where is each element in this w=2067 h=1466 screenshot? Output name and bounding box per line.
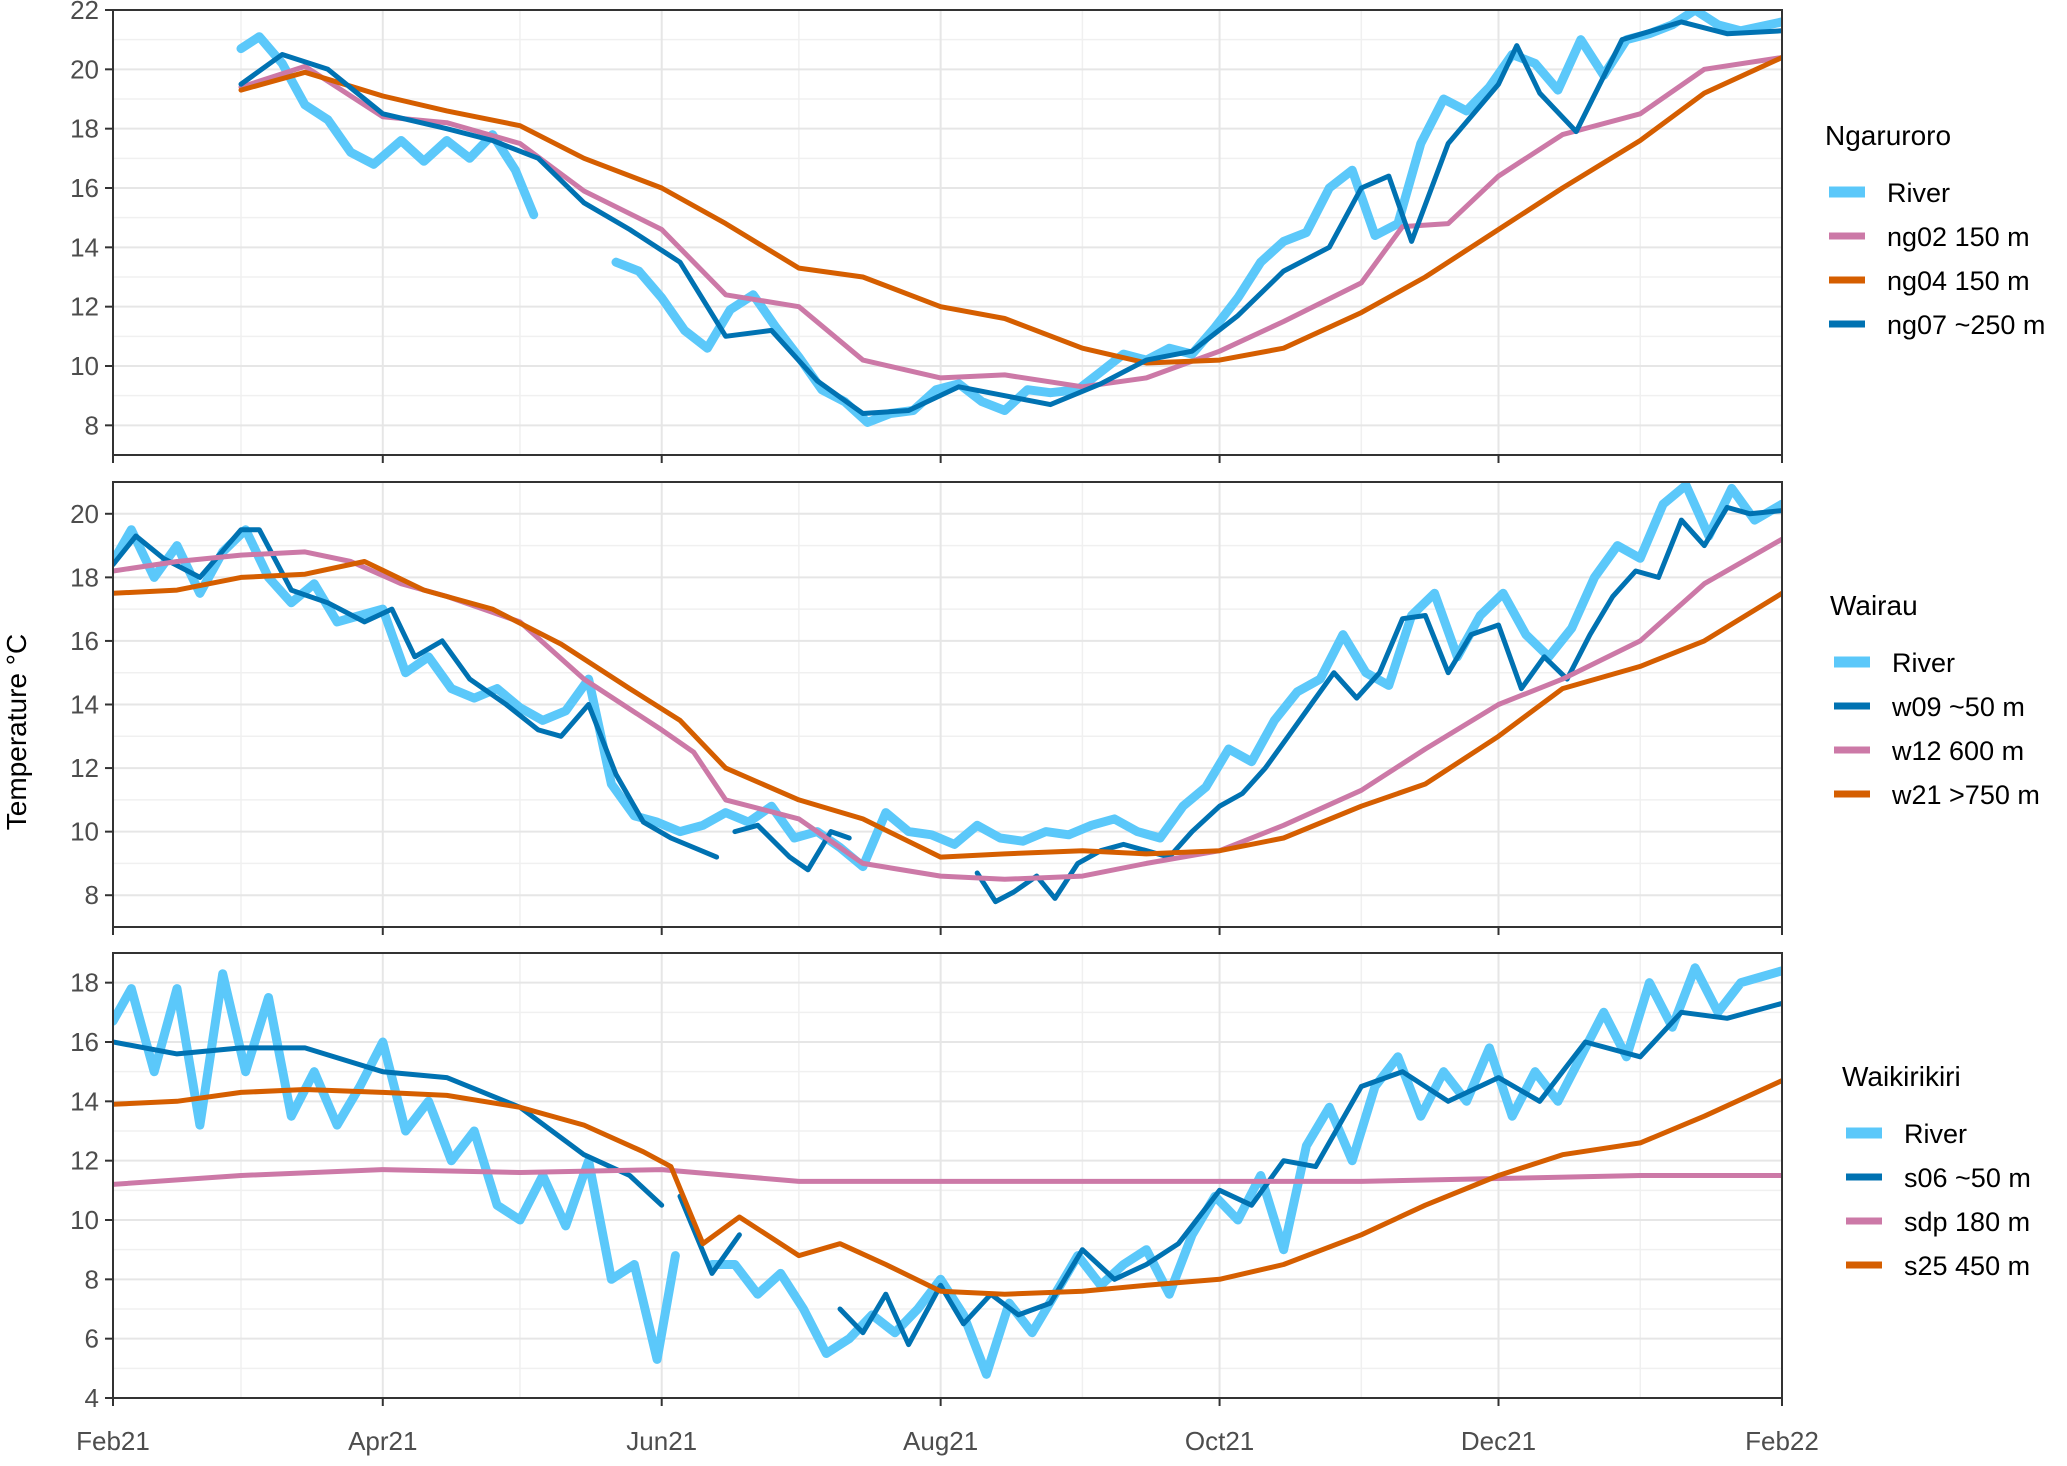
legend-title: Wairau xyxy=(1830,590,1918,621)
panel-wairau: 8 10 12 14 16 18 20 xyxy=(70,481,1783,935)
y-tick-label: 14 xyxy=(70,232,99,262)
legend-ngaruroro: Ngaruroro River ng02 150 m ng04 150 m ng07 ~… xyxy=(1825,120,2045,340)
legend-title: Waikirikiri xyxy=(1842,1061,1961,1092)
series-lines xyxy=(236,10,1782,427)
series-line-wairau-3 xyxy=(113,559,1782,860)
legend-title: Ngaruroro xyxy=(1825,120,1951,151)
series-line-waikirikiri-2 xyxy=(113,1167,1782,1187)
y-tick-label: 16 xyxy=(70,626,99,656)
y-axis-title: Temperature °C xyxy=(1,634,32,830)
x-tick-label: Feb22 xyxy=(1745,1426,1819,1456)
y-tick-label: 22 xyxy=(70,0,99,25)
y-tick-label: 12 xyxy=(70,1146,99,1176)
panel-border xyxy=(112,952,1783,1399)
series-line-waikirikiri-1 xyxy=(113,1000,1782,1348)
y-tick-label: 12 xyxy=(70,753,99,783)
y-tick-label: 18 xyxy=(70,968,99,998)
series-line-ngaruroro-0 xyxy=(236,10,1782,427)
legend-label: ng02 150 m xyxy=(1887,222,2030,252)
series-lines xyxy=(113,963,1782,1379)
legend-waikirikiri: Waikirikiri River s06 ~50 m sdp 180 m s25 45… xyxy=(1842,1061,2031,1281)
y-tick-label: 20 xyxy=(70,54,99,84)
y-tick-label: 18 xyxy=(70,114,99,144)
series-lines xyxy=(113,482,1782,905)
panel-waikirikiri: 4 6 8 10 12 14 16 18 xyxy=(70,952,1783,1413)
x-tick-label: Aug21 xyxy=(903,1426,978,1456)
x-tick-label: Apr21 xyxy=(348,1426,417,1456)
y-tick-label: 8 xyxy=(85,1264,99,1294)
y-tick-label: 10 xyxy=(70,351,99,381)
series-line-waikirikiri-3 xyxy=(113,1078,1782,1297)
legend-label: s06 ~50 m xyxy=(1904,1163,2031,1193)
legend-label: River xyxy=(1887,178,1950,208)
legend-label: River xyxy=(1892,648,1955,678)
series-line-wairau-0 xyxy=(113,482,1782,872)
x-tick-label: Jun21 xyxy=(626,1426,697,1456)
legend-label: w21 >750 m xyxy=(1891,780,2040,810)
y-tick-label: 6 xyxy=(85,1324,99,1354)
legend-label: w12 600 m xyxy=(1891,736,2024,766)
y-tick-label: 10 xyxy=(70,1205,99,1235)
y-tick-label: 4 xyxy=(85,1383,99,1413)
x-tick-label: Oct21 xyxy=(1185,1426,1254,1456)
y-tick-label: 14 xyxy=(70,690,99,720)
series-line-wairau-2 xyxy=(113,536,1782,882)
y-tick-label: 12 xyxy=(70,292,99,322)
legend-label: River xyxy=(1904,1119,1967,1149)
x-tick-label: Dec21 xyxy=(1461,1426,1536,1456)
panel-ngaruroro: 8 10 12 14 16 18 20 22 xyxy=(70,0,1783,463)
legend-label: ng04 150 m xyxy=(1887,266,2030,296)
legend-wairau: Wairau River w09 ~50 m w12 600 m w21 >750 m xyxy=(1830,590,2040,810)
legend-label: ng07 ~250 m xyxy=(1887,310,2045,340)
x-tick-label: Feb21 xyxy=(76,1426,150,1456)
y-tick-label: 16 xyxy=(70,173,99,203)
legend-label: w09 ~50 m xyxy=(1891,692,2025,722)
series-line-ngaruroro-3 xyxy=(238,19,1782,416)
y-tick-label: 8 xyxy=(85,410,99,440)
legend-label: sdp 180 m xyxy=(1904,1207,2030,1237)
series-line-ngaruroro-2 xyxy=(238,55,1782,366)
panel-border xyxy=(112,9,1783,456)
y-tick-label: 14 xyxy=(70,1086,99,1116)
legend-label: s25 450 m xyxy=(1904,1251,2030,1281)
series-line-ngaruroro-1 xyxy=(238,55,1782,390)
y-tick-label: 8 xyxy=(85,880,99,910)
y-tick-label: 10 xyxy=(70,817,99,847)
y-tick-label: 18 xyxy=(70,562,99,592)
y-tick-label: 20 xyxy=(70,499,99,529)
y-tick-label: 16 xyxy=(70,1027,99,1057)
